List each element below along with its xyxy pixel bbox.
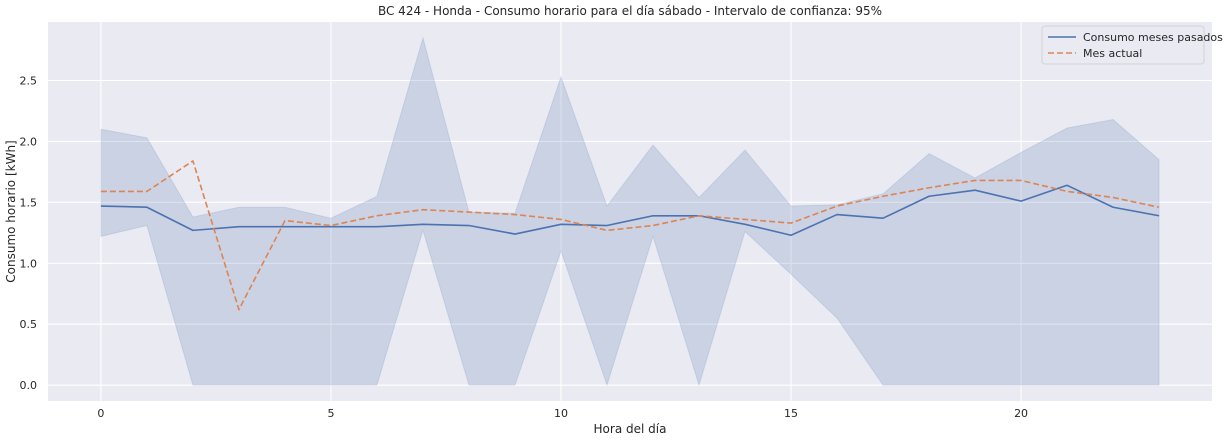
- y-tick-label: 0.5: [20, 318, 38, 331]
- x-tick-label: 5: [327, 407, 334, 420]
- legend-box: [1041, 25, 1205, 65]
- chart-title: BC 424 - Honda - Consumo horario para el…: [378, 4, 882, 18]
- x-axis-ticks: 0 5 10 15 20: [97, 407, 1028, 420]
- grid-lines: [48, 22, 1212, 401]
- x-tick-label: 15: [784, 407, 798, 420]
- y-tick-label: 2.0: [20, 135, 38, 148]
- legend: Consumo meses pasados Mes actual: [1041, 25, 1223, 65]
- x-tick-label: 20: [1014, 407, 1028, 420]
- legend-label-mes-actual: Mes actual: [1083, 47, 1142, 60]
- y-tick-label: 1.5: [20, 196, 38, 209]
- y-tick-label: 1.0: [20, 257, 38, 270]
- plot-area: [48, 22, 1212, 401]
- y-axis-title: Consumo horario [kWh]: [4, 140, 18, 282]
- y-tick-label: 2.5: [20, 74, 38, 87]
- series-line-consumo-meses-pasados: [100, 184, 1160, 237]
- series-lines-layer: [100, 160, 1160, 311]
- y-axis-ticks: 0.0 0.5 1.0 1.5 2.0 2.5: [20, 74, 38, 392]
- x-axis-title: Hora del día: [594, 422, 667, 436]
- legend-label-consumo-meses-pasados: Consumo meses pasados: [1083, 31, 1223, 44]
- x-tick-label: 0: [97, 407, 104, 420]
- y-tick-label: 0.0: [20, 379, 38, 392]
- series-line-mes-actual: [100, 160, 1160, 311]
- x-tick-label: 10: [554, 407, 568, 420]
